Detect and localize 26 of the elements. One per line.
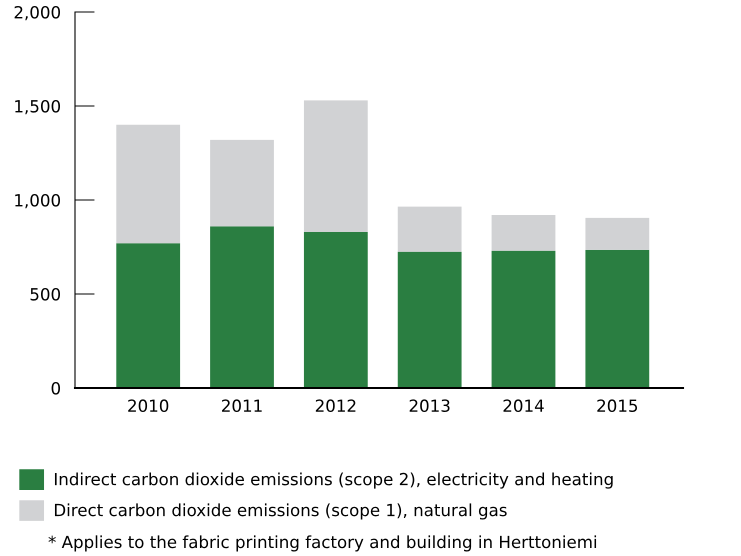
y-tick-label: 500 [30,288,60,301]
bar [116,243,180,388]
x-tick-label: 2014 [504,399,544,412]
bar [210,140,274,226]
x-tick-label: 2012 [316,399,356,412]
x-tick-label: 2010 [128,399,168,412]
bar [398,206,462,252]
x-tick-label: 2011 [222,399,262,412]
text: * Applies to the fabric printing factory and building in Herttoniemi [48,535,596,552]
bar [304,100,368,232]
bar [116,124,180,244]
y-tick-label: 1,500 [15,100,60,114]
legend-label: Indirect carbon dioxide emissions (scope 2), electricity and heating [54,472,613,489]
x-tick-label: 2013 [410,399,450,412]
bar [492,250,556,388]
y-tick-label: 1,000 [15,194,60,208]
legend-label: Direct carbon dioxide emissions (scope 1), natural gas [54,503,507,520]
y-tick-label: 0 [52,382,60,395]
x-tick-label: 2015 [597,399,638,412]
bar [304,232,368,388]
bar [210,226,274,388]
bar [492,215,556,251]
bar [585,218,650,250]
y-tick-label: 2,000 [14,6,60,20]
bar [585,250,650,388]
bar [398,252,462,388]
